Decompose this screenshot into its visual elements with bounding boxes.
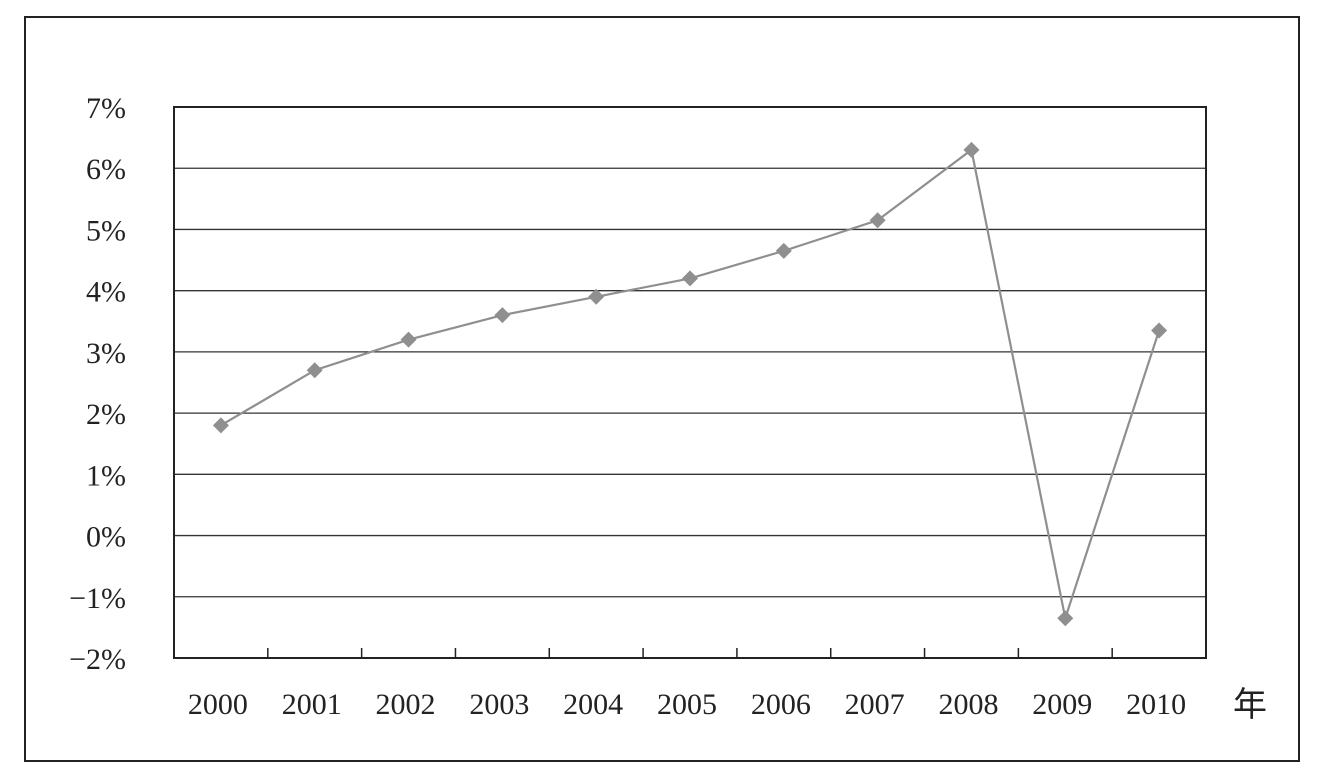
data-point-marker — [869, 212, 886, 229]
y-tick-label: 1% — [86, 459, 126, 492]
x-tick-label: 2005 — [657, 688, 717, 721]
x-axis-unit-label: 年 — [1233, 685, 1267, 725]
series-line — [220, 147, 1161, 623]
x-tick-label: 2000 — [188, 688, 248, 721]
plot-area — [173, 106, 1207, 659]
x-tick-label: 2004 — [563, 688, 623, 721]
x-tick-labels: 2000 2001 2002 2003 2004 2005 2006 2007 2008 2009… — [188, 688, 1186, 721]
y-tick-label: −2% — [69, 643, 126, 676]
data-point-marker — [306, 362, 323, 379]
y-tick-label: 7% — [86, 92, 126, 125]
x-tick-label: 2003 — [469, 688, 529, 721]
y-tick-label: −1% — [69, 582, 126, 615]
data-point-marker — [775, 242, 792, 259]
chart-frame — [24, 16, 1300, 762]
x-tick-marks — [267, 648, 1113, 658]
y-tick-label: 0% — [86, 521, 126, 554]
x-tick-label: 2010 — [1126, 688, 1186, 721]
data-point-marker — [1057, 610, 1074, 627]
data-point-marker — [400, 331, 417, 348]
series-group — [212, 141, 1168, 627]
y-tick-label: 6% — [86, 153, 126, 186]
y-tick-label: 3% — [86, 337, 126, 370]
x-tick-label: 2008 — [938, 688, 998, 721]
y-tick-labels: 7% 6% 5% 4% 3% 2% 1% 0% −1% −2% — [69, 92, 126, 676]
grid-lines — [174, 167, 1206, 598]
data-point-marker — [494, 307, 511, 324]
x-tick-label: 2001 — [282, 688, 342, 721]
x-tick-label: 2007 — [845, 688, 905, 721]
data-point-marker — [212, 417, 229, 434]
x-tick-label: 2002 — [376, 688, 436, 721]
y-tick-label: 2% — [86, 398, 126, 431]
data-point-marker — [682, 270, 698, 287]
x-tick-label: 2006 — [751, 688, 811, 721]
x-tick-label: 2009 — [1032, 688, 1092, 721]
data-point-marker — [963, 141, 980, 158]
data-point-marker — [1151, 322, 1168, 339]
data-point-marker — [588, 288, 605, 305]
y-tick-label: 4% — [86, 276, 126, 309]
y-tick-label: 5% — [86, 214, 126, 247]
